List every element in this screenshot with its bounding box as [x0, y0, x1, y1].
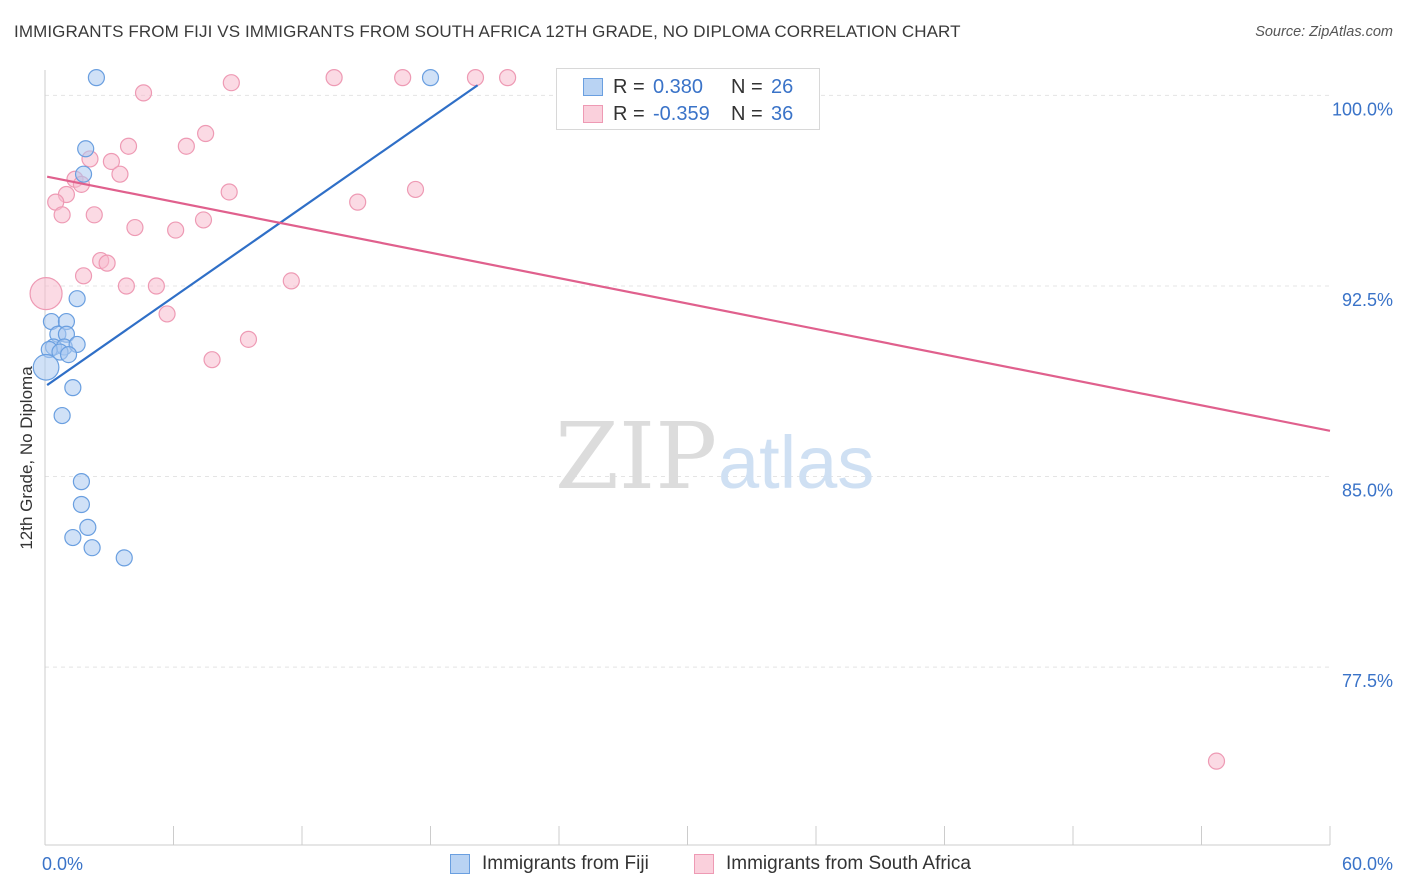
bottom-legend-label-fiji: Immigrants from Fiji: [482, 853, 649, 874]
point-south-africa: [499, 69, 517, 87]
legend-n-value-fiji: 26: [771, 75, 794, 98]
point-south-africa: [126, 218, 144, 237]
point-fiji: [53, 406, 71, 425]
point-fiji: [79, 518, 97, 536]
source-label: Source: ZipAtlas.com: [1255, 24, 1393, 40]
point-south-africa: [117, 277, 135, 295]
point-fiji: [115, 549, 133, 567]
point-south-africa: [74, 267, 93, 285]
chart-title: IMMIGRANTS FROM FIJI VS IMMIGRANTS FROM …: [14, 22, 961, 41]
axis-layer: [44, 70, 1331, 846]
point-south-africa: [85, 206, 103, 224]
point-south-africa: [102, 152, 120, 171]
point-south-africa: [349, 193, 367, 211]
bottom-legend-swatch-south-africa: [694, 854, 714, 874]
legend-r-label: R =: [613, 75, 645, 98]
point-fiji: [59, 345, 78, 364]
legend-n-label: N =: [731, 102, 763, 125]
point-fiji: [87, 69, 106, 87]
points-layer: [29, 69, 1226, 770]
point-fiji: [421, 69, 440, 87]
point-south-africa: [394, 69, 412, 87]
trend-line-south-africa: [46, 175, 1331, 432]
watermark-zip: ZIP: [555, 403, 717, 510]
point-south-africa: [167, 221, 185, 239]
grid-layer: [45, 94, 1330, 668]
trend-layer: [46, 84, 1331, 432]
bottom-legend-swatch-fiji: [450, 854, 470, 874]
y-tick-label: 92.5%: [1342, 290, 1393, 310]
correlation-legend: R = 0.380 N = 26 R = -0.359 N = 36: [556, 68, 820, 130]
legend-row-fiji: R = 0.380 N = 26: [583, 75, 793, 99]
point-fiji: [72, 473, 91, 491]
bottom-legend-south-africa[interactable]: Immigrants from South Africa: [694, 852, 971, 876]
point-south-africa: [119, 137, 138, 155]
legend-r-value-south-africa: -0.359: [653, 102, 710, 125]
point-fiji: [83, 539, 101, 557]
point-fiji: [72, 495, 91, 514]
legend-r-label: R =: [613, 102, 645, 125]
legend-n-value-south-africa: 36: [771, 102, 794, 125]
x-tick-label: 0.0%: [42, 854, 83, 874]
point-south-africa: [134, 84, 153, 102]
point-south-africa: [177, 137, 195, 155]
legend-swatch-south-africa: [583, 105, 603, 123]
point-south-africa: [282, 272, 300, 290]
point-south-africa: [1207, 752, 1226, 770]
point-south-africa: [203, 351, 221, 369]
point-south-africa: [194, 211, 213, 229]
legend-n-label: N =: [731, 75, 763, 98]
y-axis-title: 12th Grade, No Diploma: [17, 366, 36, 550]
y-tick-label: 77.5%: [1342, 671, 1393, 691]
point-south-africa: [53, 206, 71, 224]
point-fiji: [68, 290, 86, 308]
point-fiji: [64, 379, 82, 397]
bottom-legend-label-south-africa: Immigrants from South Africa: [726, 853, 971, 874]
point-fiji: [32, 353, 60, 381]
point-south-africa: [111, 165, 129, 183]
point-south-africa: [222, 74, 240, 92]
legend-swatch-fiji: [583, 78, 603, 96]
point-south-africa: [98, 254, 116, 272]
watermark-atlas: atlas: [718, 421, 874, 504]
point-fiji: [77, 140, 95, 158]
point-south-africa: [239, 330, 258, 348]
y-tick-label: 100.0%: [1332, 99, 1393, 119]
watermark: ZIP atlas: [555, 403, 874, 510]
point-south-africa: [466, 69, 485, 87]
point-south-africa: [158, 305, 176, 323]
x-tick-label: 60.0%: [1342, 854, 1393, 874]
trend-line-fiji: [46, 84, 479, 386]
legend-row-south-africa: R = -0.359 N = 36: [583, 102, 793, 126]
point-south-africa: [406, 180, 425, 199]
labels-layer: 100.0% 92.5% 85.0% 77.5% 0.0% 60.0% 12th Grade…: [17, 99, 1393, 874]
point-south-africa: [197, 124, 215, 143]
y-tick-label: 85.0%: [1342, 481, 1393, 501]
point-south-africa: [29, 277, 63, 311]
point-south-africa: [147, 277, 165, 295]
bottom-legend-fiji[interactable]: Immigrants from Fiji: [450, 852, 649, 876]
point-fiji: [64, 528, 82, 547]
point-south-africa: [325, 69, 343, 87]
point-fiji: [74, 165, 93, 183]
legend-r-value-fiji: 0.380: [653, 75, 704, 98]
point-south-africa: [220, 183, 238, 201]
